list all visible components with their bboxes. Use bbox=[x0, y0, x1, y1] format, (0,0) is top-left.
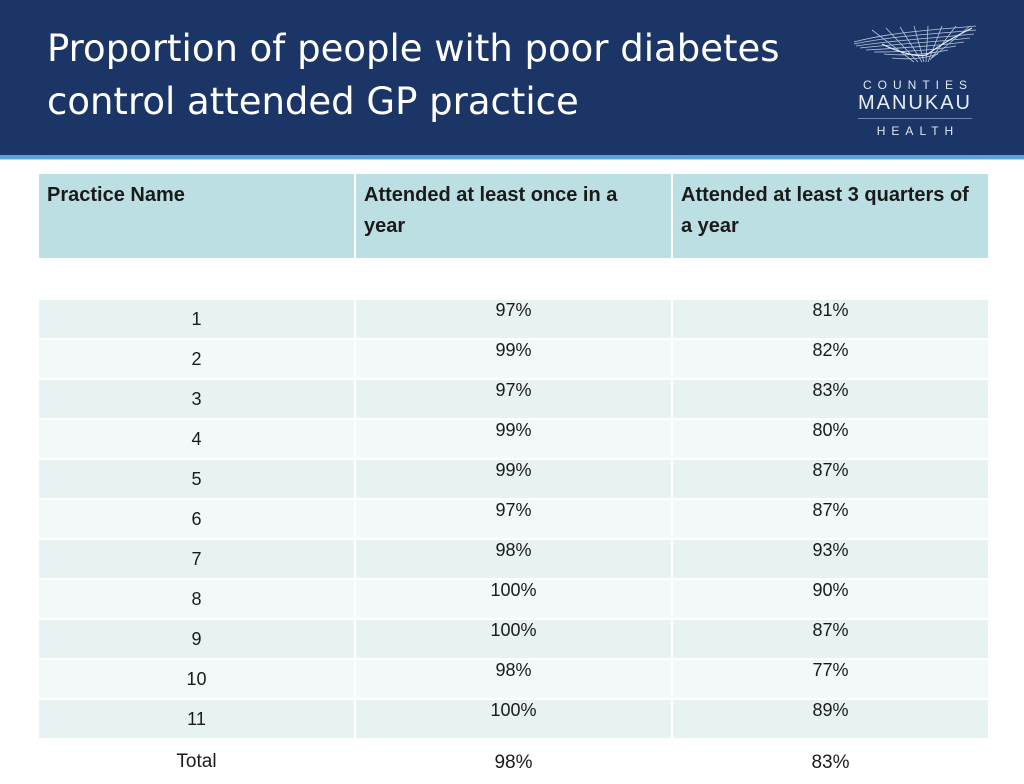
logo-text-counties: COUNTIES bbox=[862, 78, 973, 92]
attended-three-quarters-cell: 87% bbox=[671, 618, 990, 660]
column-header-practice-name: Practice Name bbox=[37, 172, 356, 260]
total-attended-once-cell: 98% bbox=[354, 738, 673, 784]
attended-three-quarters-cell: 93% bbox=[671, 538, 990, 580]
attended-three-quarters-cell: 89% bbox=[671, 698, 990, 740]
attended-once-cell: 97% bbox=[354, 378, 673, 420]
table-row: 5 99% 87% bbox=[37, 458, 990, 500]
header-accent-rule-light bbox=[0, 159, 1024, 160]
table-row: 7 98% 93% bbox=[37, 538, 990, 580]
attended-once-cell: 99% bbox=[354, 458, 673, 500]
table-row: 8 100% 90% bbox=[37, 578, 990, 620]
table-row: 10 98% 77% bbox=[37, 658, 990, 700]
attended-once-cell: 100% bbox=[354, 618, 673, 660]
table-row: 11 100% 89% bbox=[37, 698, 990, 740]
practice-name-cell: 9 bbox=[37, 618, 356, 660]
attended-three-quarters-cell: 77% bbox=[671, 658, 990, 700]
table-header-row: Practice Name Attended at least once in … bbox=[37, 172, 990, 260]
attendance-table: Practice Name Attended at least once in … bbox=[37, 172, 990, 784]
attended-once-cell: 97% bbox=[354, 298, 673, 340]
practice-name-cell: 7 bbox=[37, 538, 356, 580]
attended-three-quarters-cell: 87% bbox=[671, 458, 990, 500]
table-row: 9 100% 87% bbox=[37, 618, 990, 660]
column-header-attended-once: Attended at least once in a year bbox=[354, 172, 673, 260]
attended-once-cell: 100% bbox=[354, 698, 673, 740]
attended-three-quarters-cell: 90% bbox=[671, 578, 990, 620]
total-attended-three-quarters-cell: 83% bbox=[671, 738, 990, 784]
counties-manukau-logo: COUNTIES MANUKAU HEALTH bbox=[848, 24, 982, 142]
practice-name-cell: 4 bbox=[37, 418, 356, 460]
attended-once-cell: 98% bbox=[354, 658, 673, 700]
practice-name-cell: 11 bbox=[37, 698, 356, 740]
logo-text-manukau: MANUKAU bbox=[857, 92, 972, 114]
attended-three-quarters-cell: 80% bbox=[671, 418, 990, 460]
table-row: 4 99% 80% bbox=[37, 418, 990, 460]
table-row: 3 97% 83% bbox=[37, 378, 990, 420]
total-label-cell: Total bbox=[37, 738, 356, 784]
attended-three-quarters-cell: 87% bbox=[671, 498, 990, 540]
logo-text-health: HEALTH bbox=[876, 124, 960, 138]
attended-once-cell: 99% bbox=[354, 418, 673, 460]
table-row: 2 99% 82% bbox=[37, 338, 990, 380]
attended-once-cell: 100% bbox=[354, 578, 673, 620]
wave-mesh-icon bbox=[853, 25, 977, 63]
practice-name-cell: 8 bbox=[37, 578, 356, 620]
slide-title: Proportion of people with poor diabetes … bbox=[47, 27, 780, 123]
attended-three-quarters-cell: 82% bbox=[671, 338, 990, 380]
header-accent-rule bbox=[0, 155, 1024, 159]
attended-once-cell: 99% bbox=[354, 338, 673, 380]
column-header-attended-three-quarters: Attended at least 3 quarters of a year bbox=[671, 172, 990, 260]
attended-once-cell: 98% bbox=[354, 538, 673, 580]
practice-name-cell: 1 bbox=[37, 298, 356, 340]
practice-name-cell: 2 bbox=[37, 338, 356, 380]
practice-name-cell: 5 bbox=[37, 458, 356, 500]
slide-header: Proportion of people with poor diabetes … bbox=[0, 0, 1024, 155]
attended-three-quarters-cell: 83% bbox=[671, 378, 990, 420]
practice-name-cell: 3 bbox=[37, 378, 356, 420]
practice-name-cell: 10 bbox=[37, 658, 356, 700]
attended-once-cell: 97% bbox=[354, 498, 673, 540]
table-row: 6 97% 87% bbox=[37, 498, 990, 540]
attended-three-quarters-cell: 81% bbox=[671, 298, 990, 340]
logo-divider bbox=[858, 118, 972, 119]
table-total-row: Total 98% 83% bbox=[37, 738, 990, 784]
practice-name-cell: 6 bbox=[37, 498, 356, 540]
table-row: 1 97% 81% bbox=[37, 298, 990, 340]
